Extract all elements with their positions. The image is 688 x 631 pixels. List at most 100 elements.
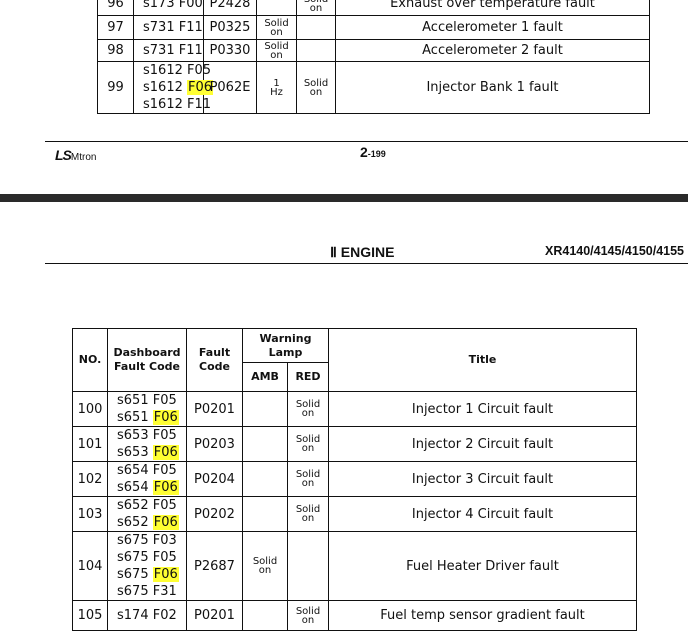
code-prefix: s654	[117, 480, 149, 495]
highlighted-code: F06	[152, 480, 179, 495]
table-row: 105 s174 F02 P0201 Solid on Fuel temp sensor…	[72, 600, 637, 631]
red-lamp: Solid on	[296, 0, 336, 16]
fault-code-table: NO. Dashboard Fault Code Fault Code Warn…	[72, 328, 637, 631]
fault-code: P0204	[186, 461, 243, 497]
amb-lamp	[242, 496, 288, 532]
table-row: 102 s654 F05 s654 F06 P0204 Solid on Injector…	[72, 461, 637, 497]
fault-code: P0201	[186, 600, 243, 631]
code-prefix: s731	[143, 43, 175, 58]
dashboard-fault-codes: s731 F11	[133, 15, 204, 40]
amb-lamp: Solid on	[242, 531, 288, 601]
amb-lamp-text: 1 Hz	[270, 77, 283, 98]
code-suffix: F11	[187, 97, 212, 112]
dashboard-code-line: s651 F06	[108, 409, 186, 426]
fault-code: P0330	[203, 39, 257, 62]
dashboard-fault-codes: s653 F05 s653 F06	[107, 426, 187, 462]
dashboard-code-line: s652 F05	[108, 497, 186, 514]
highlighted-code: F06	[187, 80, 214, 95]
header-red: RED	[287, 362, 329, 392]
code-prefix: s675	[117, 533, 149, 548]
red-lamp: Solid on	[287, 391, 329, 427]
fault-title: Injector 1 Circuit fault	[328, 391, 637, 427]
red-lamp-text: Solid on	[295, 399, 321, 419]
table-row: 97 s731 F11 P0325 Solid on Accelerometer 1 f…	[97, 15, 650, 40]
dashboard-code-line: s675 F05	[108, 549, 186, 566]
table-row: 99 s1612 F05 s1612 F06 s1612 F11 P062E 1 Hz So…	[97, 61, 650, 114]
code-prefix: s675	[117, 567, 149, 582]
red-lamp-text: Solid on	[295, 605, 321, 626]
red-lamp: Solid on	[287, 426, 329, 462]
dashboard-code-line: s675 F03	[108, 532, 186, 549]
red-lamp	[296, 15, 336, 40]
dashboard-code-line: s731 F11	[134, 42, 203, 59]
row-number: 104	[72, 531, 108, 601]
fault-code: P0325	[203, 15, 257, 40]
red-lamp-text: Solid on	[303, 77, 329, 98]
red-lamp-text: Solid on	[295, 469, 321, 489]
dashboard-fault-codes: s675 F03 s675 F05 s675 F06 s675 F31	[107, 531, 187, 601]
table-row: 100 s651 F05 s651 F06 P0201 Solid on Injector…	[72, 391, 637, 427]
dashboard-fault-codes: s652 F05 s652 F06	[107, 496, 187, 532]
dashboard-fault-codes: s731 F11	[133, 39, 204, 62]
dashboard-code-line: s174 F02	[108, 607, 186, 624]
table-row: 103 s652 F05 s652 F06 P0202 Solid on Injector…	[72, 496, 637, 532]
amb-lamp: Solid on	[256, 15, 297, 40]
code-prefix: s652	[117, 498, 149, 513]
code-prefix: s1612	[143, 63, 183, 78]
code-prefix: s652	[117, 515, 149, 530]
dashboard-code-line: s654 F06	[108, 479, 186, 496]
code-prefix: s653	[117, 428, 149, 443]
red-lamp	[296, 39, 336, 62]
header-rule	[45, 263, 688, 264]
fault-title: Exhaust over temperature fault	[335, 0, 650, 16]
dashboard-code-line: s651 F05	[108, 392, 186, 409]
highlighted-code: F06	[152, 445, 179, 460]
red-lamp-text: Solid on	[295, 434, 321, 454]
amb-lamp	[242, 426, 288, 462]
code-prefix: s653	[117, 445, 149, 460]
ls-mtron-logo: LSMtron	[55, 147, 97, 163]
fault-title: Injector 2 Circuit fault	[328, 426, 637, 462]
code-suffix: F11	[178, 20, 203, 35]
code-prefix: s731	[143, 20, 175, 35]
code-prefix: s1612	[143, 97, 183, 112]
fault-code: P2687	[186, 531, 243, 601]
table-row: 98 s731 F11 P0330 Solid on Accelerometer 2 f…	[97, 39, 650, 62]
red-lamp	[287, 531, 329, 601]
amb-lamp: Solid on	[256, 39, 297, 62]
dashboard-code-line: s653 F05	[108, 427, 186, 444]
header-amb: AMB	[242, 362, 288, 392]
code-prefix: s651	[117, 393, 149, 408]
fault-title: Accelerometer 2 fault	[335, 39, 650, 62]
fault-title: Accelerometer 1 fault	[335, 15, 650, 40]
code-prefix: s675	[117, 550, 149, 565]
red-lamp-text: Solid on	[304, 0, 328, 14]
page-chapter: 2	[360, 144, 368, 160]
code-prefix: s174	[117, 608, 149, 623]
header-title: Title	[328, 328, 637, 392]
fault-code: P062E	[203, 61, 257, 114]
red-lamp: Solid on	[287, 600, 329, 631]
footer-rule	[45, 141, 688, 142]
amb-lamp	[242, 461, 288, 497]
page-separator	[0, 194, 688, 202]
fault-title: Injector 3 Circuit fault	[328, 461, 637, 497]
header-fault-code: Fault Code	[186, 328, 243, 392]
dashboard-code-line: s654 F05	[108, 462, 186, 479]
row-number: 101	[72, 426, 108, 462]
amb-lamp-text: Solid on	[252, 556, 278, 576]
code-suffix: F31	[152, 584, 177, 599]
code-prefix: s675	[117, 584, 149, 599]
header-warning-lamp: Warning Lamp	[242, 328, 329, 363]
amb-lamp	[242, 600, 288, 631]
amb-lamp-text: Solid on	[264, 17, 289, 38]
dashboard-code-line: s653 F06	[108, 444, 186, 461]
row-number: 98	[97, 39, 134, 62]
code-suffix: F05	[187, 63, 212, 78]
code-suffix: F05	[152, 550, 177, 565]
dashboard-fault-codes: s654 F05 s654 F06	[107, 461, 187, 497]
code-suffix: F05	[152, 393, 177, 408]
code-prefix: s1612	[143, 80, 183, 95]
row-number: 102	[72, 461, 108, 497]
